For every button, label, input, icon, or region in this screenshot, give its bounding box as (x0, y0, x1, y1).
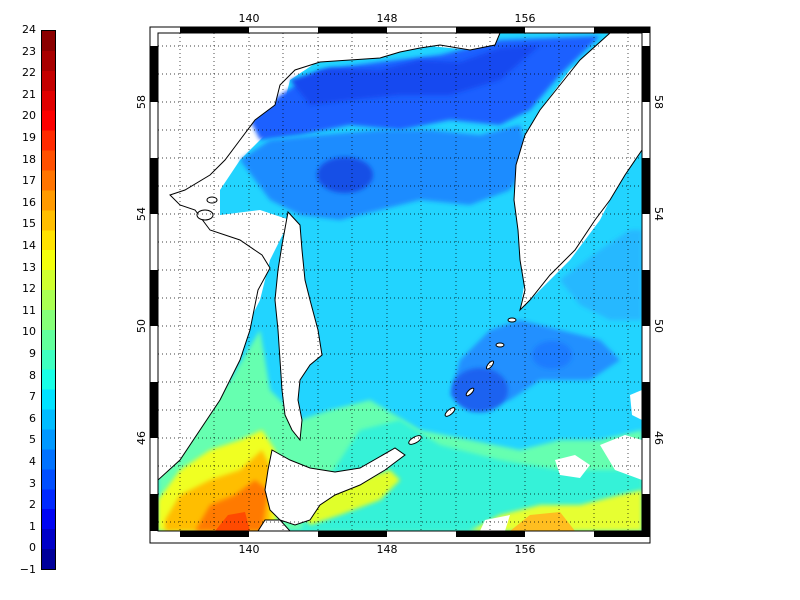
colorbar-tick-label: 5 (29, 433, 36, 447)
lat-label-right: 46 (652, 431, 665, 445)
lon-label-top: 156 (515, 12, 536, 25)
lat-label-right: 58 (652, 95, 665, 109)
colorbar-tick-label: 10 (22, 325, 36, 339)
lat-label-right: 50 (652, 319, 665, 333)
colorbar-tick-label: 2 (29, 498, 36, 512)
colorbar-tick-label: 0 (29, 541, 36, 555)
graticule (158, 33, 642, 531)
lon-label-top: 148 (377, 12, 398, 25)
colorbar-tick-label: 21 (22, 87, 36, 101)
lat-label-left: 46 (135, 431, 148, 445)
lat-label-left: 50 (135, 319, 148, 333)
colorbar-tick-label: 3 (29, 476, 36, 490)
colorbar-tick-label: 1 (29, 519, 36, 533)
lat-label-left: 58 (135, 95, 148, 109)
colorbar-tick-label: 11 (22, 303, 36, 317)
colorbar-tick-label: 16 (22, 195, 36, 209)
colorbar-tick-label: 23 (22, 44, 36, 58)
colorbar-tick-label: 4 (29, 455, 36, 468)
lon-label-bottom: 148 (377, 543, 398, 556)
colorbar-gradient (41, 30, 56, 570)
colorbar-tick-label: 19 (22, 131, 36, 144)
colorbar-tick-label: 22 (22, 66, 36, 80)
colorbar-tick-label: 13 (22, 260, 36, 274)
colorbar-tick-label: 8 (29, 368, 36, 382)
colorbar-tick-label: 7 (29, 390, 36, 404)
colorbar-tick-label: 15 (22, 217, 36, 231)
colorbar-tick-label: 18 (22, 152, 36, 166)
colorbar-tick-label: 9 (29, 347, 36, 360)
lat-label-right: 54 (652, 207, 665, 221)
colorbar-tick-label: 12 (22, 282, 36, 296)
colorbar-tick-label: 24 (22, 23, 36, 36)
colorbar-tick-label: 20 (22, 109, 36, 123)
map-frame (149, 26, 651, 544)
sst-field (158, 33, 642, 531)
lat-label-left: 54 (135, 207, 148, 221)
colorbar-tick-label: 17 (22, 174, 36, 188)
colorbar-tick-label: 14 (22, 239, 36, 252)
lon-label-top: 140 (239, 12, 260, 25)
lon-label-bottom: 140 (239, 543, 260, 556)
colorbar-tick-label: −1 (19, 563, 36, 576)
lon-label-bottom: 156 (515, 543, 536, 556)
colorbar-tick-label: 6 (29, 411, 36, 425)
